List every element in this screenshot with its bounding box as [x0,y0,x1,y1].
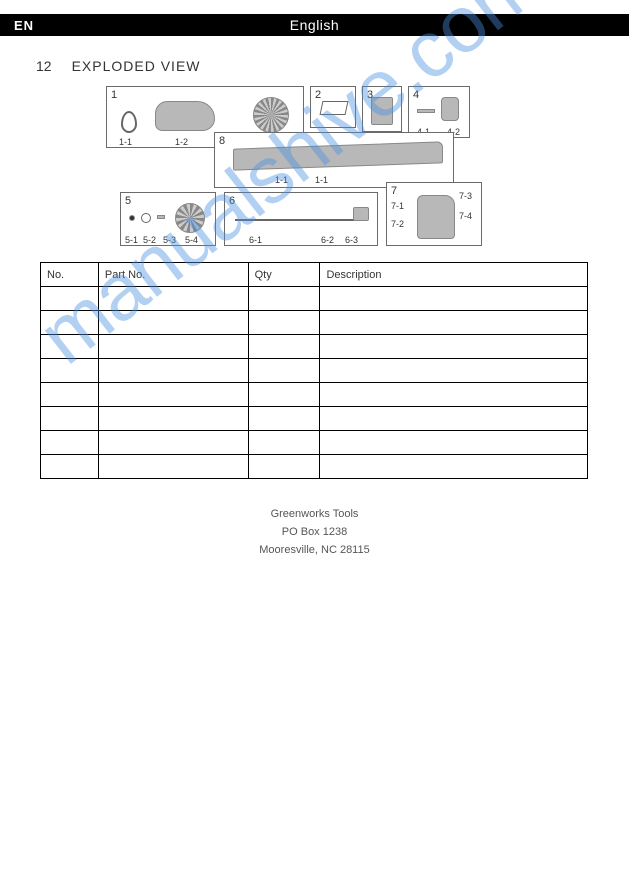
sublabel: 7-1 [391,201,404,211]
sublabel: 6-3 [345,235,358,245]
footer-address: Greenworks Tools PO Box 1238 Mooresville… [0,505,629,559]
section-number: 12 [36,58,52,74]
footer-pobox: PO Box 1238 [0,523,629,541]
exploded-view-diagram: 1 1-1 1-2 1-3 2 3 4 4-1 4-2 8 1-1 1-1 5 … [106,86,526,254]
table-row [41,359,588,383]
table-header-row: No. Part No. Qty Description [41,263,588,287]
sublabel: 6-2 [321,235,334,245]
section-heading: 12 EXPLODED VIEW [36,58,201,74]
table-row [41,431,588,455]
table-row [41,335,588,359]
box-number: 8 [219,135,225,147]
sublabel: 5-4 [185,235,198,245]
sublabel: 1-1 [315,175,328,185]
table-row [41,311,588,335]
header-title: English [290,17,339,33]
sublabel: 7-3 [459,191,472,201]
diagram-box-2: 2 [310,86,356,128]
box-number: 1 [111,89,117,101]
section-title: EXPLODED VIEW [72,58,201,74]
table-row [41,455,588,479]
sublabel: 5-2 [143,235,156,245]
diagram-box-6: 6 6-1 6-2 6-3 [224,192,378,246]
sublabel: 1-1 [275,175,288,185]
table-row [41,287,588,311]
diagram-box-3: 3 [362,86,402,132]
box-number: 5 [125,195,131,207]
col-header-no: No. [41,263,99,287]
col-header-qty: Qty [248,263,320,287]
sublabel: 7-4 [459,211,472,221]
diagram-box-8: 8 1-1 1-1 [214,132,454,188]
language-badge: EN [14,18,34,33]
footer-city: Mooresville, NC 28115 [0,541,629,559]
header-bar: EN English [0,14,629,36]
diagram-box-7: 7 7-1 7-2 7-3 7-4 [386,182,482,246]
diagram-box-5: 5 5-1 5-2 5-3 5-4 [120,192,216,246]
box-number: 4 [413,89,419,101]
diagram-box-4: 4 4-1 4-2 [408,86,470,138]
footer-company: Greenworks Tools [0,505,629,523]
box-number: 6 [229,195,235,207]
box-number: 7 [391,185,397,197]
table-row [41,383,588,407]
sublabel: 5-1 [125,235,138,245]
parts-table: No. Part No. Qty Description [40,262,588,479]
col-header-part: Part No. [98,263,248,287]
box-number: 2 [315,89,321,101]
sublabel: 1-2 [175,137,188,147]
sublabel: 1-1 [119,137,132,147]
sublabel: 7-2 [391,219,404,229]
col-header-desc: Description [320,263,588,287]
sublabel: 6-1 [249,235,262,245]
table-row [41,407,588,431]
sublabel: 5-3 [163,235,176,245]
